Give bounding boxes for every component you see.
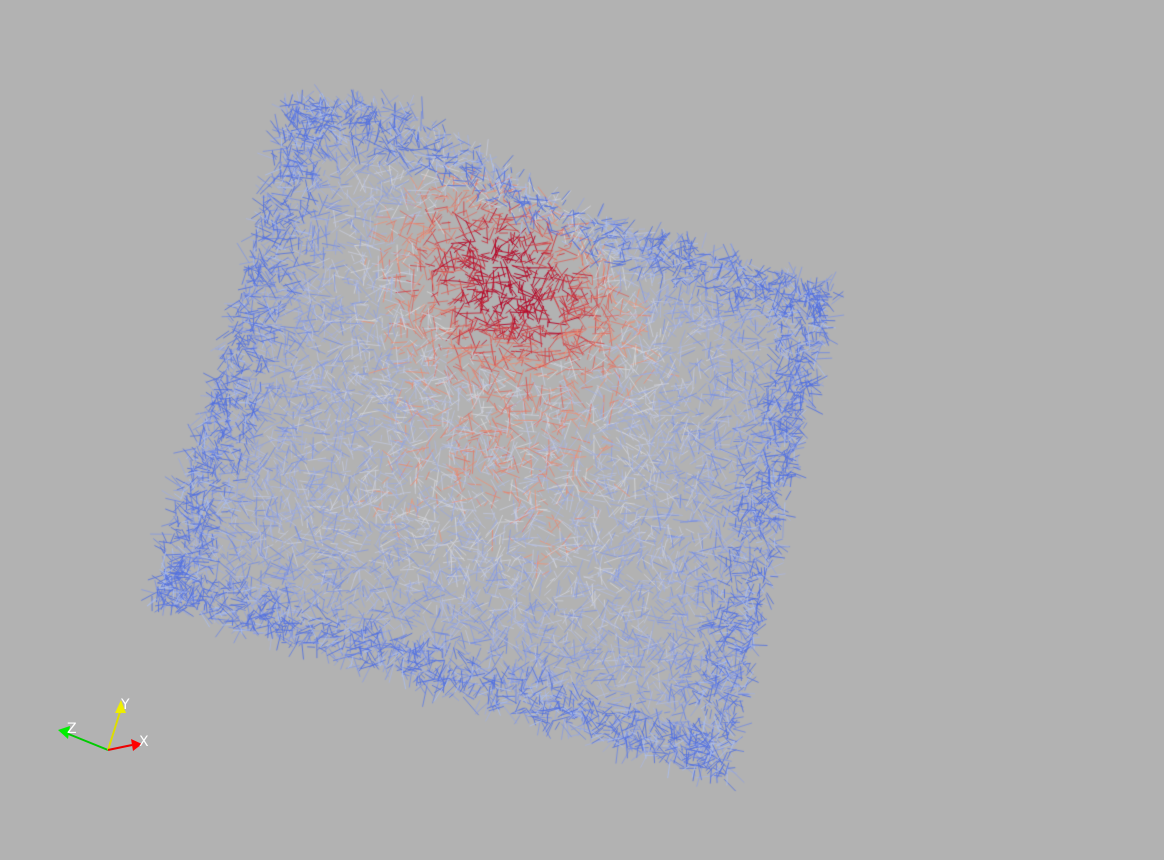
wireframe-mesh[interactable] (0, 0, 1164, 860)
3d-render-viewport[interactable]: Z Y X (0, 0, 1164, 860)
